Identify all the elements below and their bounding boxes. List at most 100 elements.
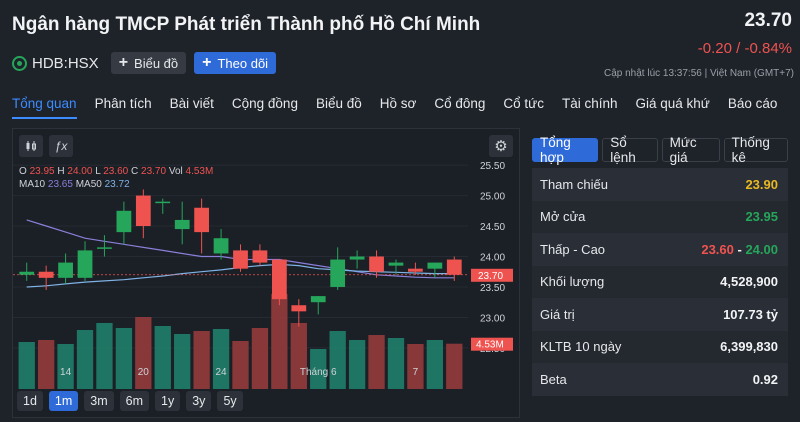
candle-body <box>174 219 190 230</box>
low-high-values: 23.60 - 24.00 <box>701 242 778 257</box>
tab-reports[interactable]: Báo cáo <box>727 96 778 111</box>
range-3m-button[interactable]: 3m <box>84 391 114 411</box>
volume-bar <box>154 326 171 389</box>
low-price: 23.60 <box>701 241 734 257</box>
candle-body <box>252 250 268 263</box>
ohlc-legend: O 23.95 H 24.00 L 23.60 C 23.70 Vol 4.53… <box>19 165 213 191</box>
price-change: -0.20 / -0.84% <box>697 40 792 57</box>
candle-body <box>271 259 287 300</box>
candle-body <box>135 195 151 227</box>
tab-summary[interactable]: Tổng hợp <box>532 135 599 165</box>
range-5y-button[interactable]: 5y <box>217 391 243 411</box>
tab-price-history[interactable]: Giá quá khứ <box>635 96 710 111</box>
y-tick-label: 25.50 <box>480 161 505 172</box>
volume-value: 4.53M <box>185 166 214 177</box>
x-tick-label: 20 <box>138 367 150 378</box>
tab-articles[interactable]: Bài viết <box>169 96 214 111</box>
volume-label: Vol <box>168 166 183 177</box>
close-value: 23.70 <box>141 166 167 177</box>
row-label: Thấp - Cao <box>540 241 606 257</box>
tab-dividends[interactable]: Cổ tức <box>503 96 544 111</box>
indicators-button[interactable]: ƒx <box>49 135 73 157</box>
summary-tabs: Tổng hợp Sổ lệnh Mức giá Thống kê <box>532 135 789 165</box>
current-price: 23.70 <box>744 10 792 31</box>
volume-bar <box>135 317 152 389</box>
candle-type-button[interactable] <box>19 135 43 157</box>
last-volume-label: 4.53M <box>476 340 504 351</box>
candle-body <box>330 259 346 287</box>
volume-bar <box>37 340 55 389</box>
range-1y-button[interactable]: 1y <box>155 391 181 411</box>
ma-line: MA10 23.65 MA50 23.72 <box>19 178 213 191</box>
ma10-label: MA10 <box>19 179 46 190</box>
volume-bar <box>271 294 288 389</box>
candle-body <box>19 271 35 275</box>
gear-icon: ⚙ <box>494 138 508 155</box>
candle-body <box>369 256 384 272</box>
volume-bar <box>348 340 366 389</box>
tab-price-levels[interactable]: Mức giá <box>661 135 720 165</box>
row-label: Giá trị <box>540 306 575 322</box>
volume-bar <box>96 323 113 389</box>
tab-overview[interactable]: Tổng quan <box>12 96 77 119</box>
tab-profile[interactable]: Hồ sơ <box>379 96 417 111</box>
follow-button[interactable]: + Theo dõi <box>194 52 277 74</box>
candle-body <box>427 262 443 269</box>
y-tick-label: 24.00 <box>480 253 505 264</box>
x-tick-label: 7 <box>413 367 419 378</box>
y-tick-label: 23.00 <box>480 313 505 324</box>
tab-financials[interactable]: Tài chính <box>561 96 618 111</box>
tab-order-book[interactable]: Sổ lệnh <box>602 135 658 165</box>
tab-chart[interactable]: Biểu đồ <box>315 96 362 111</box>
reference-price: 23.90 <box>745 176 778 192</box>
chart-settings-button[interactable]: ⚙ <box>489 135 513 157</box>
range-6m-button[interactable]: 6m <box>119 391 150 411</box>
tab-shareholders[interactable]: Cổ đông <box>434 96 486 111</box>
volume-bar <box>387 338 405 389</box>
volume-bar <box>251 328 269 389</box>
candle-body <box>116 210 132 233</box>
main-nav: Tổng quan Phân tích Bài viết Cộng đồng B… <box>12 96 777 119</box>
update-time: Cập nhật lúc 13:37:56 | Việt Nam (GMT+7) <box>603 68 794 79</box>
ma10-value: 23.65 <box>47 179 73 190</box>
volume-bar <box>329 331 346 389</box>
range-3y-button[interactable]: 3y <box>186 391 212 411</box>
row-label: Tham chiếu <box>540 176 608 192</box>
plus-icon: + <box>118 54 129 71</box>
volume-bar <box>368 335 385 389</box>
volume-bar <box>310 349 327 389</box>
high-price: 24.00 <box>745 241 778 257</box>
avg-volume-10d: 6,399,830 <box>720 339 778 355</box>
volume: 4,528,900 <box>720 274 778 290</box>
range-1d-button[interactable]: 1d <box>17 391 43 411</box>
ticker-symbol: HDB:HSX <box>32 54 99 72</box>
row-label: KLTB 10 ngày <box>540 339 622 355</box>
candlestick-icon <box>26 141 36 151</box>
low-value: 23.60 <box>103 166 129 177</box>
candle-body <box>77 250 93 278</box>
ticker: HDB:HSX <box>12 55 99 72</box>
candle-body <box>194 207 210 233</box>
volume-bar <box>232 341 249 389</box>
chart-button[interactable]: + Biểu đồ <box>110 52 187 74</box>
candle-body <box>38 271 54 278</box>
candle-body <box>97 247 112 249</box>
candle-body <box>233 250 248 269</box>
tab-analysis[interactable]: Phân tích <box>94 96 152 111</box>
volume-bar <box>76 330 94 389</box>
price-chart[interactable]: 25.5025.0024.5024.0023.5023.0022.5023.70… <box>13 129 521 419</box>
candle-body <box>58 262 73 278</box>
tab-statistics[interactable]: Thống kê <box>723 135 789 165</box>
open-price: 23.95 <box>745 209 778 225</box>
summary-panel: Tổng hợp Sổ lệnh Mức giá Thống kê Tham c… <box>532 135 789 396</box>
row-label: Mở cửa <box>540 209 586 225</box>
low-label: L <box>95 166 101 177</box>
candle-body <box>349 256 365 260</box>
volume-bar <box>57 344 74 389</box>
range-1m-button[interactable]: 1m <box>48 391 79 411</box>
tab-community[interactable]: Cộng đồng <box>231 96 298 111</box>
row-value: Giá trị 107.73 tỷ <box>532 298 788 331</box>
candle-body <box>291 305 307 312</box>
last-price-label: 23.70 <box>478 271 503 282</box>
ohlc-line: O 23.95 H 24.00 L 23.60 C 23.70 Vol 4.53… <box>19 165 213 178</box>
